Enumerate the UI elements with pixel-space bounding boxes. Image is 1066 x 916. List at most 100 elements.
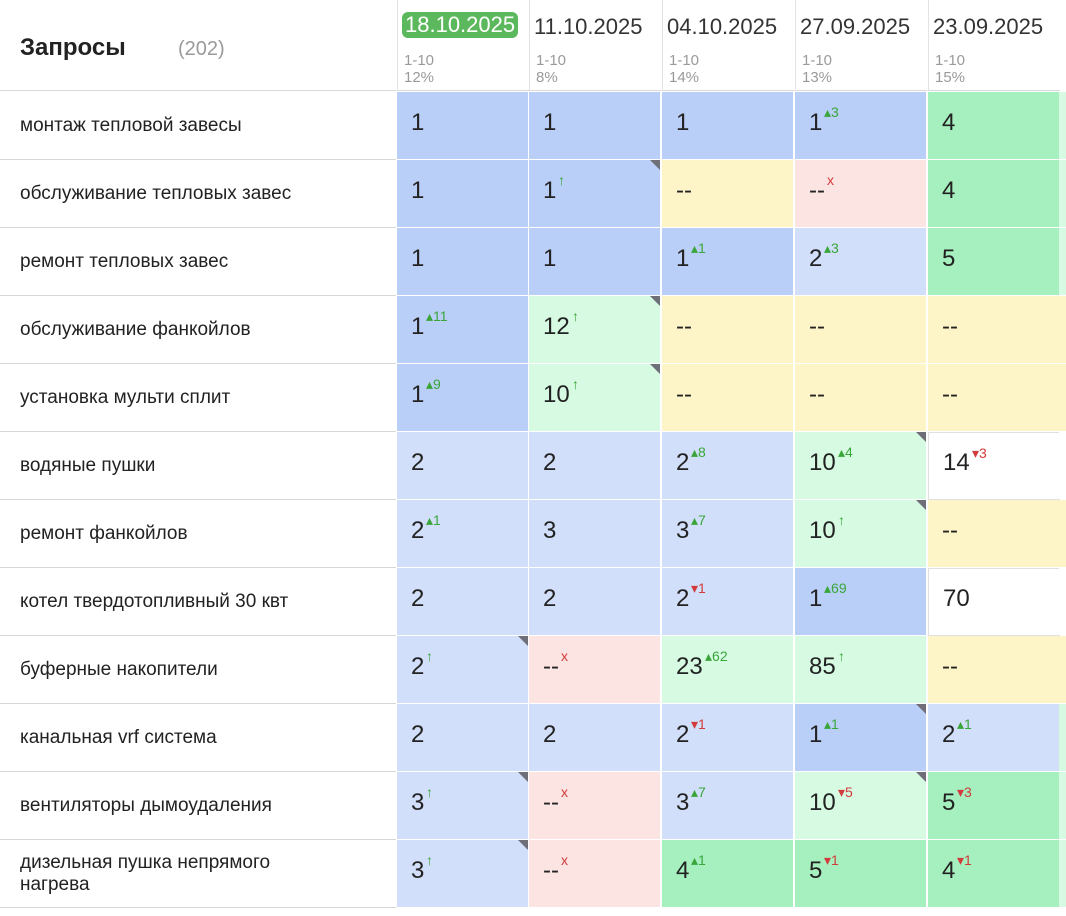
position-up-delta: ▴1 [957,716,972,732]
query-row-label[interactable]: ремонт фанкойлов [0,500,396,568]
position-cell[interactable]: -- x [529,840,661,908]
position-cell[interactable]: 2 [397,432,529,500]
position-cell[interactable]: -- x [795,160,927,228]
position-cell[interactable]: 14 ▾3 [928,432,1060,500]
position-cell[interactable]: 1 [662,92,794,160]
position-cell[interactable]: 3 ▴7 [662,772,794,840]
position-cell[interactable]: 1 [397,92,529,160]
date-column-header[interactable]: 18.10.2025 1-10 12% [397,0,529,91]
position-cell[interactable]: 23 ▴62 [662,636,794,704]
query-row-label[interactable]: обслуживание тепловых завес [0,160,396,228]
position-cell[interactable]: 2 ▴8 [662,432,794,500]
position-cell[interactable]: 10 ↑ [529,364,661,432]
query-row-label[interactable]: обслуживание фанкойлов [0,296,396,364]
position-cell[interactable]: 70 [928,568,1060,636]
note-corner-icon[interactable] [916,704,926,714]
position-cell[interactable]: 2 ▾1 [662,704,794,772]
position-cell[interactable]: -- [662,364,794,432]
position-cell[interactable]: 10 ▴4 [795,432,927,500]
position-cell[interactable]: -- [795,364,927,432]
position-cell[interactable]: -- [928,296,1060,364]
date-column-header[interactable]: 23.09.2025 1-10 15% [928,0,1060,91]
position-value: -- [676,381,692,408]
note-corner-icon[interactable] [518,840,528,850]
position-cell[interactable]: -- [928,636,1060,704]
position-cell[interactable]: 3 ↑ [397,772,529,840]
position-value: -- [809,381,825,408]
position-cell[interactable]: 2 ▴1 [928,704,1060,772]
position-cell[interactable]: 85 ↑ [795,636,927,704]
position-cell[interactable]: 1 ▴69 [795,568,927,636]
query-row-label[interactable]: ремонт тепловых завес [0,228,396,296]
position-cell[interactable]: 1 ▴3 [795,92,927,160]
date-column-header[interactable]: 27.09.2025 1-10 13% [795,0,927,91]
position-cell[interactable]: -- x [529,636,661,704]
position-cell[interactable]: 10 ↑ [795,500,927,568]
position-cell[interactable]: 3 ▴7 [662,500,794,568]
position-value: 1 [543,109,557,136]
date-column-header[interactable]: 04.10.2025 1-10 14% [662,0,794,91]
position-cell[interactable]: 1 ▴1 [795,704,927,772]
position-cell[interactable]: 1 ▴1 [662,228,794,296]
position-cell[interactable]: 10 ▾5 [795,772,927,840]
position-cell[interactable]: 4 [928,92,1060,160]
query-row-label[interactable]: водяные пушки [0,432,396,500]
query-row-label[interactable]: вентиляторы дымоудаления [0,772,396,840]
query-row-label[interactable]: канальная vrf система [0,704,396,772]
position-cell[interactable]: 2 [529,704,661,772]
query-row-label[interactable]: котел твердотопливный 30 квт [0,568,396,636]
position-cell[interactable]: 2 [529,568,661,636]
position-cell[interactable]: 2 [397,568,529,636]
position-value: 1 [411,177,425,204]
position-cell[interactable]: 2 ▴3 [795,228,927,296]
note-corner-icon[interactable] [650,160,660,170]
query-row-label[interactable]: дизельная пушка непрямого нагрева [0,840,396,908]
position-up-delta: ▴1 [426,512,441,528]
position-cell[interactable]: 5 ▾3 [928,772,1060,840]
position-cell[interactable]: 5 ▾1 [795,840,927,908]
note-corner-icon[interactable] [518,772,528,782]
position-cell[interactable]: 2 ↑ [397,636,529,704]
position-cell[interactable]: 1 [529,228,661,296]
position-cell[interactable]: 1 [529,92,661,160]
position-cell[interactable]: 3 ↑ [397,840,529,908]
position-cell[interactable]: 2 ▾1 [662,568,794,636]
position-cell[interactable]: 3 [529,500,661,568]
position-cell[interactable]: 2 ▴1 [397,500,529,568]
dropped-icon: x [561,784,568,800]
position-cell[interactable]: 1 ▴9 [397,364,529,432]
position-value: 3 [411,789,425,816]
position-cell[interactable]: -- [928,364,1060,432]
position-cell[interactable]: -- [795,296,927,364]
note-corner-icon[interactable] [518,636,528,646]
position-cell[interactable]: -- [662,160,794,228]
position-cell[interactable]: 12 ↑ [529,296,661,364]
position-value: 10 [809,449,836,476]
date-label: 18.10.2025 [402,12,519,38]
position-cell[interactable]: 2 [529,432,661,500]
position-cell[interactable]: 4 ▴1 [662,840,794,908]
position-cell[interactable]: -- [928,500,1060,568]
note-corner-icon[interactable] [650,296,660,306]
query-row-label[interactable]: буферные накопители [0,636,396,704]
position-cell[interactable]: 1 [397,160,529,228]
note-corner-icon[interactable] [916,772,926,782]
note-corner-icon[interactable] [916,432,926,442]
position-up-delta: ▴1 [691,240,706,256]
position-cell[interactable]: 5 [928,228,1060,296]
position-cell[interactable]: 1 ▴11 [397,296,529,364]
note-corner-icon[interactable] [650,364,660,374]
position-cell[interactable]: -- [662,296,794,364]
position-cell[interactable]: 4 [928,160,1060,228]
queries-header[interactable]: Запросы (202) [0,0,396,91]
position-cell[interactable]: 1 [397,228,529,296]
date-column-header[interactable]: 11.10.2025 1-10 8% [529,0,661,91]
query-row-label[interactable]: установка мульти сплит [0,364,396,432]
position-cell[interactable]: 2 [397,704,529,772]
position-value: 2 [676,721,690,748]
position-cell[interactable]: -- x [529,772,661,840]
position-cell[interactable]: 1 ↑ [529,160,661,228]
note-corner-icon[interactable] [916,500,926,510]
position-cell[interactable]: 4 ▾1 [928,840,1060,908]
query-row-label[interactable]: монтаж тепловой завесы [0,92,396,160]
